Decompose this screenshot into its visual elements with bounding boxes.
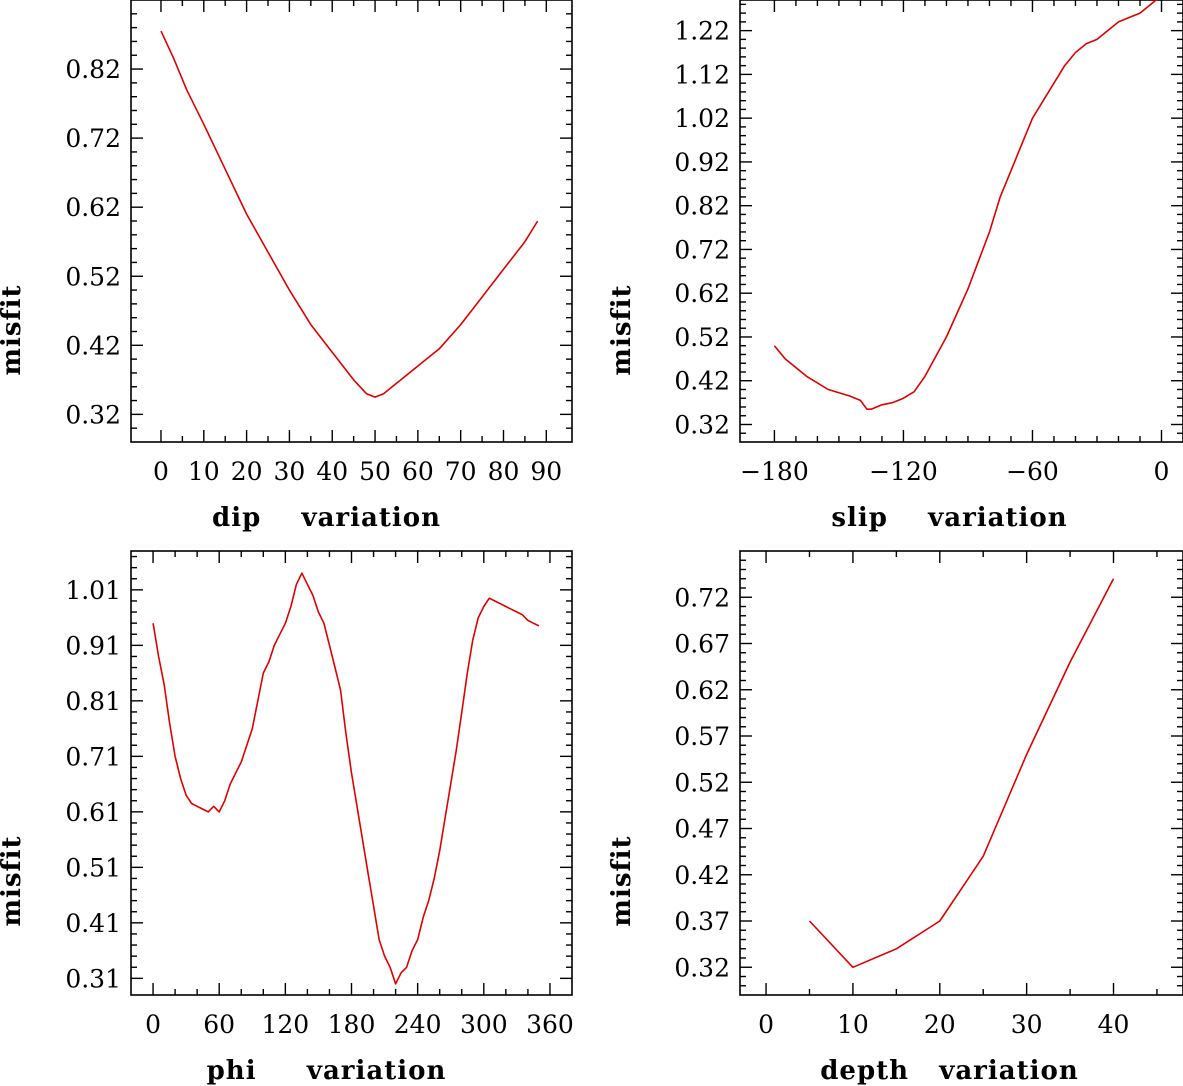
phi-xtick-label: 300: [460, 1010, 508, 1039]
depth-series-line: [808, 578, 1115, 969]
depth-ytick-label: 0.67: [674, 630, 730, 659]
dip-series-line: [160, 30, 539, 398]
dip-ytick-label: 0.62: [65, 193, 121, 222]
slip-ytick-label: 0.62: [674, 279, 730, 308]
dip-xtick-label: 10: [188, 457, 220, 486]
slip-plot-frame: [739, 0, 1183, 443]
dip-ytick-label: 0.32: [65, 400, 121, 429]
dip-ytick-label: 0.42: [65, 331, 121, 360]
slip-series-line: [773, 0, 1158, 411]
depth-xtick-label: 0: [758, 1010, 774, 1039]
slip-yaxis-title: misfit: [607, 284, 637, 375]
phi-xaxis-title: phi variation: [207, 1056, 447, 1086]
slip-xtick-label: −180: [740, 457, 809, 486]
depth-ytick-label: 0.72: [674, 583, 730, 612]
phi-xtick-label: 240: [394, 1010, 442, 1039]
dip-xtick-label: 30: [274, 457, 306, 486]
depth-ytick-label: 0.52: [674, 768, 730, 797]
slip-ytick-label: 0.52: [674, 323, 730, 352]
dip-panel: 0.32 0.42 0.52 0.62 0.72 0.82 0 10 20 30 40 50 60 70 8…: [0, 0, 573, 533]
phi-xtick-label: 180: [328, 1010, 376, 1039]
phi-ytick-label: 0.91: [65, 631, 121, 660]
depth-ytick-label: 0.47: [674, 815, 730, 844]
phi-ytick-label: 0.41: [65, 909, 121, 938]
dip-ytick-label: 0.82: [65, 55, 121, 84]
dip-ytick-label: 0.72: [65, 124, 121, 153]
slip-xtick-label: 0: [1154, 457, 1170, 486]
phi-series-line: [152, 572, 540, 985]
depth-panel: 0.32 0.37 0.42 0.47 0.52 0.57 0.62 0.67 0.72 0 10 2…: [607, 550, 1183, 1086]
dip-xtick-label: 50: [359, 457, 391, 486]
dip-xaxis-title: dip variation: [212, 503, 441, 533]
depth-ytick-label: 0.32: [674, 953, 730, 982]
depth-ytick-label: 0.62: [674, 676, 730, 705]
depth-ytick-label: 0.42: [674, 861, 730, 890]
slip-xaxis-title: slip variation: [831, 503, 1067, 533]
depth-xaxis-title: depth variation: [820, 1056, 1078, 1086]
phi-ytick-label: 1.01: [65, 576, 121, 605]
slip-xtick-label: −120: [869, 457, 938, 486]
dip-yaxis-title: misfit: [0, 284, 27, 375]
depth-yaxis-title: misfit: [607, 835, 637, 926]
dip-ytick-label: 0.52: [65, 262, 121, 291]
phi-panel: 0.31 0.41 0.51 0.61 0.71 0.81 0.91 1.01 0 60 120 18…: [0, 550, 574, 1086]
dip-xtick-label: 60: [402, 457, 434, 486]
dip-xtick-label: 80: [488, 457, 520, 486]
slip-xtick-label: −60: [1006, 457, 1059, 486]
phi-yaxis-title: misfit: [0, 835, 27, 926]
phi-ytick-label: 0.31: [65, 964, 121, 993]
slip-ytick-label: 1.22: [674, 17, 730, 46]
depth-xtick-label: 40: [1098, 1010, 1130, 1039]
phi-ytick-label: 0.81: [65, 687, 121, 716]
slip-ytick-label: 0.92: [674, 148, 730, 177]
dip-xtick-label: 40: [316, 457, 348, 486]
phi-xtick-label: 360: [526, 1010, 574, 1039]
slip-ytick-label: 1.02: [674, 104, 730, 133]
depth-xtick-label: 10: [837, 1010, 869, 1039]
depth-xtick-label: 30: [1011, 1010, 1043, 1039]
slip-ytick-label: 1.12: [674, 60, 730, 89]
depth-ytick-label: 0.37: [674, 907, 730, 936]
phi-ytick-label: 0.61: [65, 798, 121, 827]
phi-xtick-label: 0: [145, 1010, 161, 1039]
slip-panel: 0.32 0.42 0.52 0.62 0.72 0.82 0.92 1.02 1.12 1.22…: [607, 0, 1183, 533]
phi-ytick-label: 0.71: [65, 742, 121, 771]
slip-ytick-label: 0.42: [674, 367, 730, 396]
dip-xtick-label: 0: [153, 457, 169, 486]
phi-xtick-label: 120: [261, 1010, 309, 1039]
phi-xtick-label: 60: [203, 1010, 235, 1039]
depth-ytick-label: 0.57: [674, 722, 730, 751]
slip-ytick-label: 0.32: [674, 410, 730, 439]
phi-ytick-label: 0.51: [65, 853, 121, 882]
dip-xtick-label: 20: [231, 457, 263, 486]
depth-xtick-label: 20: [924, 1010, 956, 1039]
dip-xtick-label: 90: [530, 457, 562, 486]
dip-xtick-label: 70: [445, 457, 477, 486]
slip-ytick-label: 0.82: [674, 192, 730, 221]
slip-ytick-label: 0.72: [674, 235, 730, 264]
